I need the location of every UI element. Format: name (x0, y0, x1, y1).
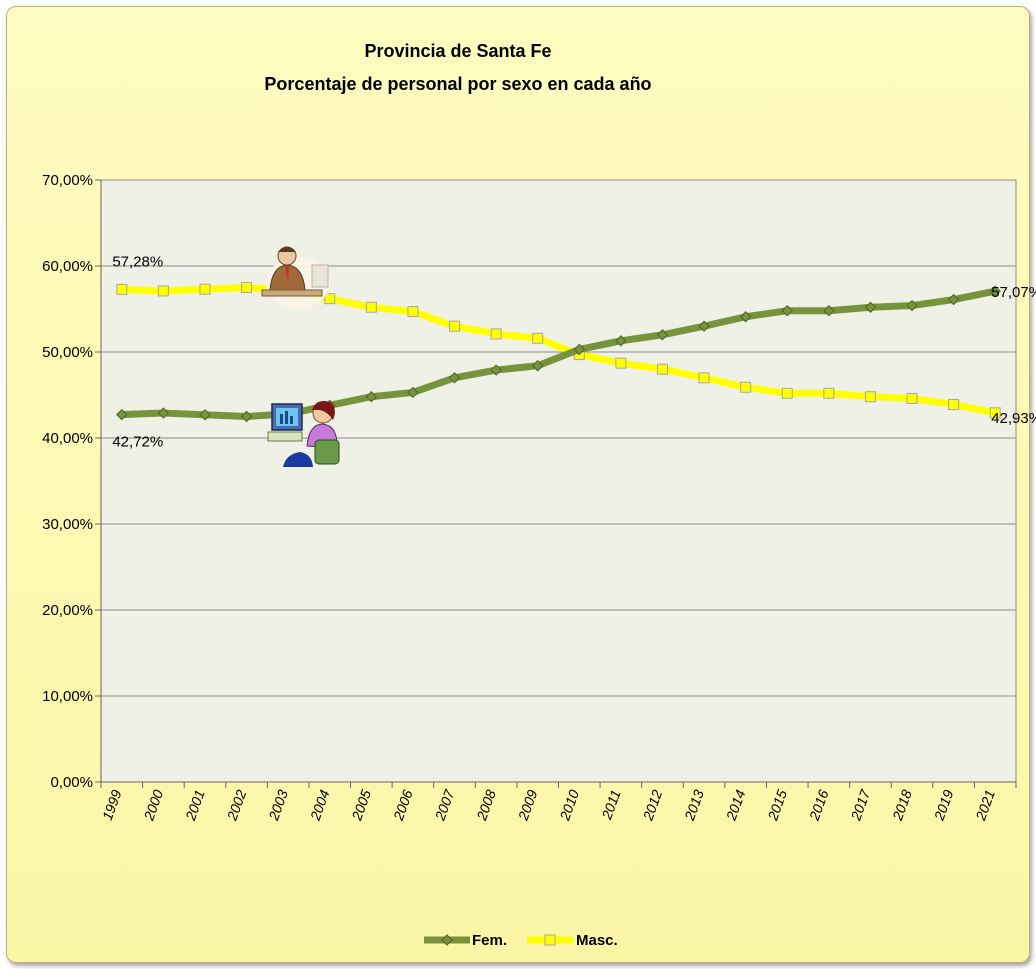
data-point-fem (573, 343, 586, 356)
x-tick-label: 2011 (598, 788, 624, 823)
data-point-fem (615, 335, 627, 347)
x-tick-label: 2001 (182, 788, 208, 824)
data-point-fem (199, 409, 211, 421)
data-point-masc (199, 283, 211, 295)
data-point-fem (781, 305, 793, 317)
data-point-masc (407, 306, 419, 318)
data-label: 57,28% (112, 253, 163, 270)
data-point-masc (157, 285, 169, 297)
x-tick-label: 2006 (390, 787, 416, 823)
data-point-fem (823, 305, 835, 317)
data-point-masc (698, 372, 710, 384)
data-label: 57,07% (991, 284, 1036, 301)
data-point-fem (989, 285, 1001, 297)
data-point-masc (740, 381, 752, 393)
x-tick-label: 2009 (514, 787, 540, 823)
x-tick-label: 2008 (473, 787, 499, 823)
x-tick-label: 2012 (639, 787, 665, 823)
data-point-fem (947, 293, 960, 306)
plot-area (100, 179, 1017, 783)
data-label: 42,72% (112, 434, 163, 451)
data-point-masc (365, 301, 377, 313)
x-tick-label: 1999 (99, 787, 125, 822)
data-point-fem (864, 301, 877, 313)
y-tick-label: 50,00% (42, 344, 93, 361)
y-tick-label: 60,00% (42, 258, 93, 275)
y-tick-label: 40,00% (42, 430, 93, 447)
x-tick-label: 2003 (265, 787, 291, 823)
data-point-masc (864, 391, 876, 403)
data-point-fem (365, 391, 378, 403)
x-tick-label: 2010 (556, 787, 582, 823)
chart-subtitle: Porcentaje de personal por sexo en cada … (264, 74, 651, 94)
x-tick-label: 2002 (223, 787, 249, 823)
data-point-masc (615, 357, 627, 369)
series-line-fem (121, 287, 996, 420)
legend-label-masc: Masc. (576, 932, 618, 949)
legend-marker-masc (544, 934, 556, 946)
x-tick-label: 2014 (722, 787, 748, 823)
legend-marker-fem (441, 934, 453, 946)
data-point-fem (739, 311, 752, 323)
data-point-fem (490, 364, 502, 376)
data-point-fem (240, 410, 253, 423)
data-point-fem (157, 407, 170, 419)
y-tick-label: 70,00% (42, 172, 93, 189)
y-tick-label: 20,00% (42, 602, 93, 619)
data-point-masc (490, 328, 502, 340)
data-point-masc (116, 283, 128, 295)
x-tick-label: 2016 (806, 787, 832, 823)
y-tick-label: 30,00% (42, 516, 93, 533)
data-label: 42,93% (991, 410, 1036, 427)
data-point-fem (531, 360, 544, 372)
data-point-fem (656, 329, 669, 341)
data-point-masc (324, 293, 336, 305)
data-point-masc (823, 387, 835, 399)
x-tick-label: 2000 (140, 787, 166, 823)
woman-at-computer-icon (267, 401, 340, 467)
data-point-fem (448, 372, 461, 384)
y-tick-label: 10,00% (42, 688, 93, 705)
data-point-fem (116, 408, 128, 421)
x-tick-label: 2015 (764, 787, 790, 823)
y-tick-label: 0,00% (50, 774, 93, 791)
data-point-masc (449, 320, 461, 332)
x-tick-label: 2018 (889, 787, 915, 823)
data-point-masc (989, 407, 1001, 419)
man-at-desk-icon (261, 246, 330, 309)
data-point-masc (781, 387, 793, 399)
x-tick-label: 2021 (972, 788, 998, 824)
legend-label-fem: Fem. (472, 932, 507, 949)
data-point-fem (698, 320, 710, 332)
data-point-masc (906, 392, 918, 404)
data-point-masc (656, 363, 668, 375)
data-point-masc (948, 398, 960, 410)
chart-title: Provincia de Santa Fe (364, 41, 551, 61)
legend: Fem. Masc. (424, 932, 618, 949)
x-tick-label: 2017 (847, 786, 873, 823)
data-point-masc (241, 282, 253, 293)
x-tick-label: 2004 (307, 787, 333, 823)
data-point-fem (407, 386, 419, 399)
x-tick-label: 2019 (930, 787, 956, 823)
x-tick-label: 2013 (681, 787, 707, 823)
x-tick-label: 2007 (431, 786, 457, 823)
data-point-fem (906, 299, 918, 312)
x-tick-label: 2005 (348, 787, 374, 823)
data-point-masc (532, 332, 544, 344)
